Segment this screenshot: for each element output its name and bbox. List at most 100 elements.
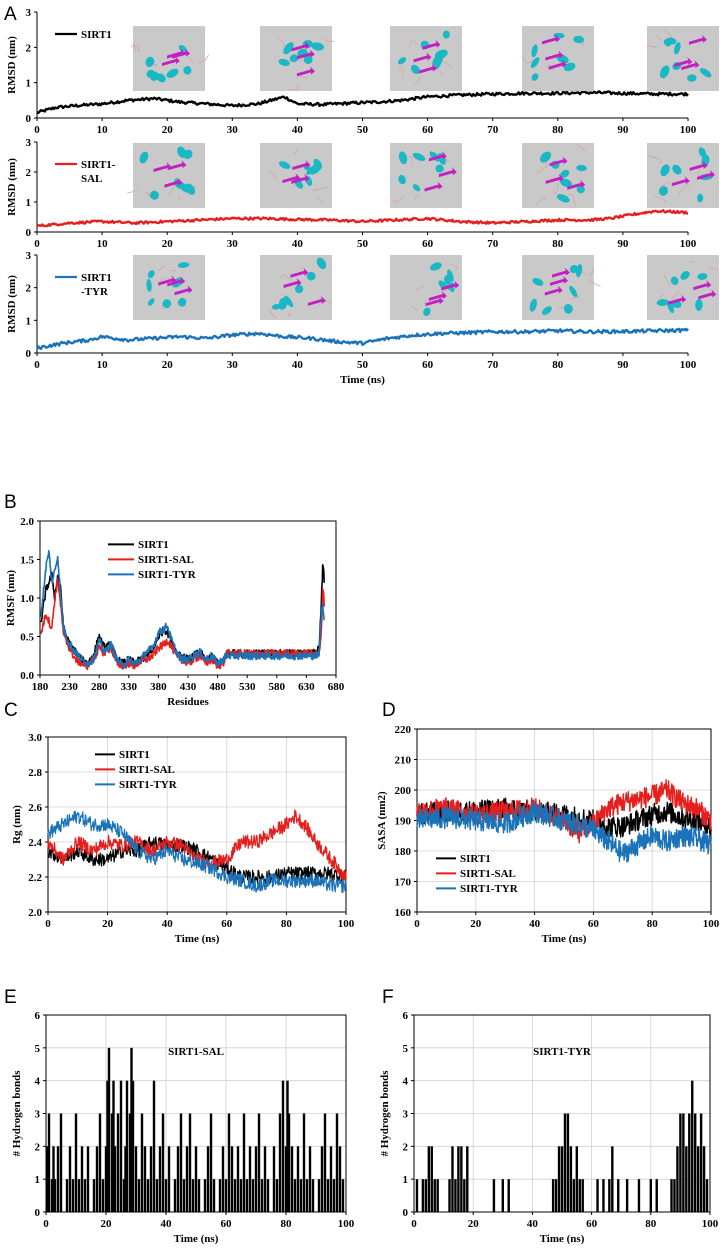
hbond-bar (185, 1146, 189, 1212)
hbond-bar (239, 1179, 243, 1212)
x-tick-label: 20 (468, 1218, 480, 1230)
y-axis-label: # Hydrogen bonds (379, 1070, 391, 1157)
hbond-bar (596, 1179, 599, 1212)
y-tick-label: 3 (35, 1109, 41, 1121)
hbond-bar (191, 1179, 195, 1212)
chart-title: SIRT1-TYR (533, 1046, 592, 1058)
hbond-bar (260, 1179, 264, 1212)
helix-segment (659, 65, 670, 79)
x-tick-label: 100 (338, 918, 355, 930)
hbond-bar (415, 1179, 419, 1212)
coil-strand (587, 265, 594, 277)
hbond-bar (167, 1146, 171, 1212)
helix-segment (177, 262, 190, 268)
helix-segment (687, 74, 697, 82)
sheet-arrow (296, 49, 315, 60)
y-tick-label: 190 (395, 816, 412, 828)
x-tick-label: 60 (422, 359, 434, 371)
helix-segment (674, 42, 681, 55)
x-tick-label: 100 (680, 238, 697, 250)
protein-snapshot (390, 255, 462, 320)
helix-segment (311, 42, 324, 51)
panel-label-a: A (4, 4, 17, 25)
coil-strand (414, 194, 421, 201)
hbond-bar (124, 1146, 127, 1212)
helix-segment (573, 35, 584, 44)
x-tick-label: 40 (292, 359, 304, 371)
x-tick-label: 80 (552, 359, 564, 371)
helix-segment (542, 306, 552, 315)
hbond-bar (143, 1146, 147, 1212)
hbond-bar (617, 1179, 620, 1212)
chart-E: 0 20 40 60 80 100 0 1 2 3 4 5 6 Time (ns) # Hydrogen b… (11, 1010, 355, 1245)
legend: SIRT1- SAL (55, 159, 116, 185)
coil-strand (168, 185, 177, 197)
coil-strand (576, 144, 586, 153)
sheet-arrow (542, 34, 561, 45)
coil-strand (566, 193, 576, 207)
x-tick-label: 80 (281, 1218, 293, 1230)
hbond-bar (233, 1179, 237, 1212)
helix-segment (147, 270, 155, 279)
hbond-bar (116, 1113, 120, 1212)
hbond-bar (702, 1146, 706, 1212)
coil-strand (670, 290, 680, 300)
helix-segment (145, 56, 155, 68)
hbond-bar (218, 1179, 222, 1212)
hbond-bar (227, 1113, 231, 1212)
legend-label: SIRT1-TYR (119, 779, 178, 791)
hbond-bar (92, 1179, 96, 1212)
sheet-arrow (668, 294, 687, 305)
hbond-bar (137, 1179, 141, 1212)
coil-strand (655, 35, 663, 43)
sheet-arrow (428, 151, 447, 162)
sheet-arrow (438, 167, 457, 178)
hbond-bar (65, 1179, 69, 1212)
hbond-bar (52, 1146, 55, 1212)
hbond-bar (275, 1179, 279, 1212)
hbond-bar (572, 1179, 576, 1212)
helix-segment (697, 273, 708, 280)
hbond-bar (430, 1146, 433, 1212)
sheet-arrow (674, 57, 693, 68)
coil-strand (449, 263, 458, 272)
hbond-bar (80, 1146, 84, 1212)
y-tick-label: 1 (26, 78, 32, 90)
series-line-SIRT1-TYR (416, 801, 712, 863)
y-tick-label: 0 (26, 227, 32, 239)
hbond-bar (320, 1146, 324, 1212)
hbond-bar (625, 1179, 629, 1212)
hbond-bar (101, 1179, 105, 1212)
x-tick-label: 280 (91, 681, 108, 693)
hbond-bar (77, 1179, 81, 1212)
hbond-bar (696, 1146, 700, 1212)
hbond-bar (563, 1113, 567, 1212)
coil-strand (287, 312, 291, 318)
y-axis-label: SASA (nm2) (376, 791, 388, 850)
helix-segment (166, 68, 179, 78)
helix-segment (146, 278, 152, 292)
hbond-bar (152, 1080, 156, 1212)
y-tick-label: 3 (26, 137, 32, 149)
hbond-bar (566, 1113, 570, 1212)
helix-segment (149, 71, 159, 81)
helix-segment (569, 264, 579, 274)
hbond-bar (286, 1080, 289, 1212)
hbond-bar (436, 1179, 439, 1212)
sheet-arrow (551, 267, 570, 278)
coil-strand (646, 45, 657, 48)
hbond-bar (569, 1146, 573, 1212)
sheet-arrow (422, 39, 441, 50)
y-tick-label: 2.6 (28, 802, 42, 814)
y-tick-label: 1 (403, 1174, 409, 1186)
sheet-arrow (693, 280, 712, 291)
protein-snapshot (260, 255, 332, 320)
coil-strand (268, 310, 277, 319)
coil-strand (178, 194, 182, 202)
hbond-bar (335, 1113, 339, 1212)
x-tick-label: 90 (617, 359, 629, 371)
hbond-bar (581, 1179, 584, 1212)
hbond-bar (685, 1146, 688, 1212)
y-axis-label: RMSD (nm) (6, 36, 18, 94)
legend-label: SIRT1-SAL (138, 554, 194, 566)
